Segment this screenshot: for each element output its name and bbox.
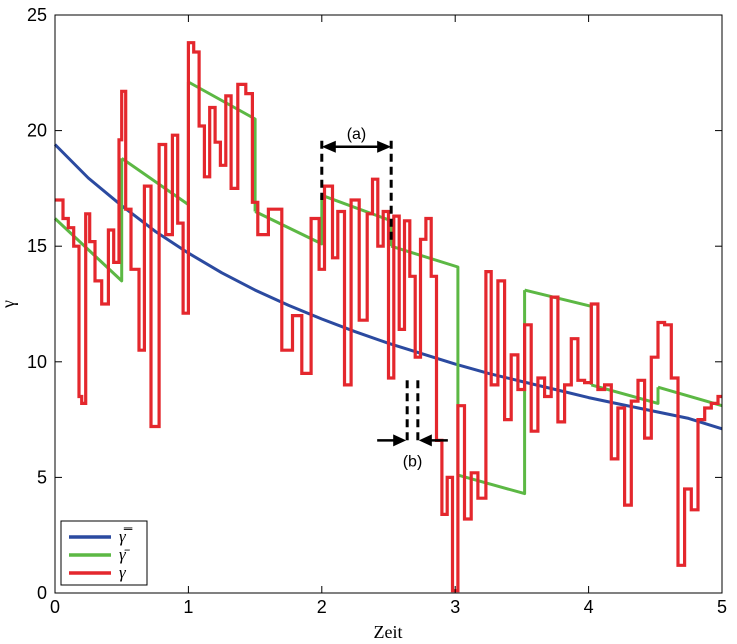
x-axis-title: Zeit — [374, 622, 403, 642]
tick-layer: 0 1 2 3 4 5 0 5 10 15 20 25 — [27, 5, 727, 617]
annotation-b-arrowhead-left — [393, 434, 407, 447]
annotation-a-arrowhead-left — [321, 140, 336, 153]
annotation-a-arrowhead-right — [377, 140, 392, 153]
x-tick-label: 4 — [584, 597, 594, 617]
x-tick-label: 5 — [717, 597, 727, 617]
y-tick-label: 0 — [37, 583, 47, 603]
y-tick-label: 5 — [37, 467, 47, 487]
annotation-layer: (a) (b) — [320, 126, 448, 470]
legend-box — [60, 520, 148, 586]
x-tick-label: 1 — [183, 597, 193, 617]
x-tick-label: 2 — [317, 597, 327, 617]
y-tick-label: 15 — [27, 236, 47, 256]
annotation-b-label: (b) — [403, 453, 423, 470]
y-tick-label: 20 — [27, 121, 47, 141]
annotation-a-label: (a) — [347, 126, 367, 143]
x-tick-label: 0 — [50, 597, 60, 617]
legend-label: γ — [119, 563, 127, 582]
y-tick-label: 25 — [27, 5, 47, 25]
x-tick-label: 3 — [450, 597, 460, 617]
y-axis-title: γ — [0, 300, 18, 309]
annotation-b-arrowhead-right — [418, 434, 432, 447]
plot-frame — [54, 14, 723, 594]
legend: γ̿γ̄γ — [60, 520, 148, 586]
y-tick-label: 10 — [27, 352, 47, 372]
legend-label: γ̄ — [119, 545, 131, 564]
series-line-gamma — [55, 41, 722, 593]
